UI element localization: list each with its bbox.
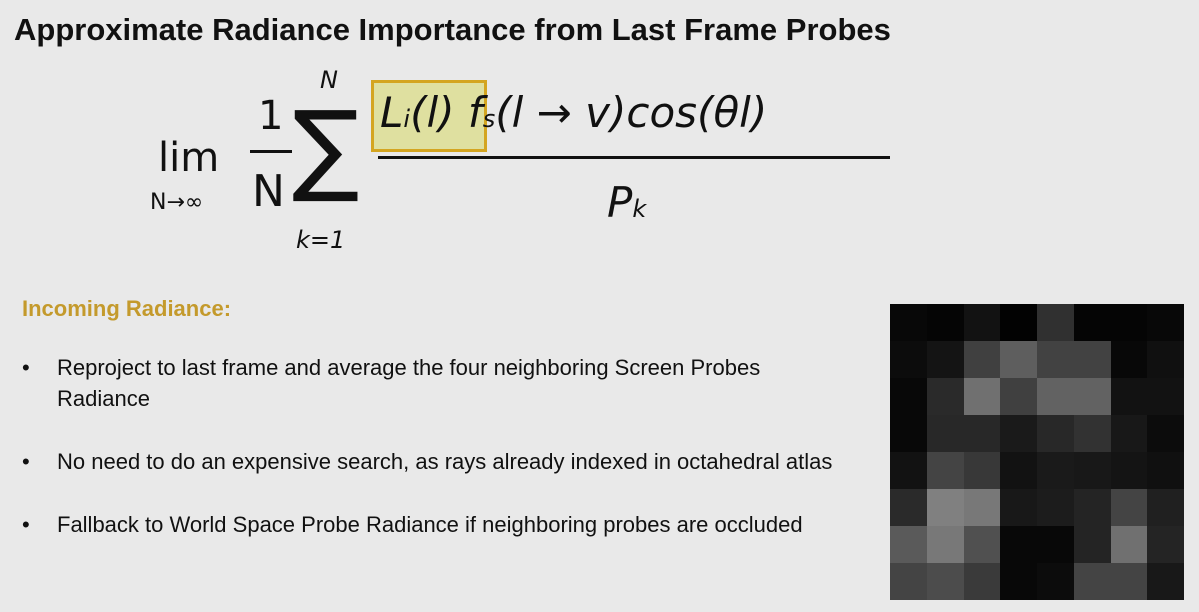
probe-pixel — [1147, 415, 1184, 452]
fs-symbol: f — [467, 88, 483, 137]
probe-pixel — [1037, 452, 1074, 489]
probe-pixel — [963, 378, 1001, 415]
probe-pixel — [963, 452, 1001, 489]
p-symbol: P — [607, 178, 633, 227]
probe-pixel — [1073, 415, 1111, 452]
probe-pixel — [1147, 452, 1184, 489]
probe-pixel — [963, 415, 1001, 452]
probe-pixel — [1073, 452, 1111, 489]
probe-pixel — [1147, 304, 1184, 341]
probe-pixel — [1110, 304, 1148, 341]
probe-pixel — [1000, 563, 1037, 600]
sum-upper: N — [320, 66, 338, 94]
probe-pixel — [926, 526, 964, 563]
probe-pixel — [1037, 341, 1074, 378]
probe-pixel — [1037, 304, 1074, 341]
probe-pixel — [1073, 526, 1111, 563]
fs-subscript: s — [482, 105, 496, 133]
li-argument: (l) — [410, 88, 455, 137]
li-symbol: L — [380, 88, 404, 137]
probe-pixel — [1147, 526, 1184, 563]
probe-pixel — [926, 341, 964, 378]
probe-pixel — [890, 341, 927, 378]
probe-pixel — [1000, 489, 1037, 526]
formula-sigma: ∑ — [292, 89, 360, 206]
probe-pixel — [1000, 341, 1037, 378]
bullet-item: No need to do an expensive search, as ra… — [22, 446, 842, 477]
probe-pixel — [1110, 452, 1148, 489]
probe-pixel — [1000, 452, 1037, 489]
probe-pixel — [1037, 489, 1074, 526]
probe-pixel — [1073, 563, 1111, 600]
probe-pixel — [963, 304, 1001, 341]
formula-one: 1 — [258, 93, 284, 139]
denominator: Pk — [607, 178, 646, 227]
bullet-item: Reproject to last frame and average the … — [22, 352, 842, 414]
probe-pixel — [890, 452, 927, 489]
formula-N: N — [252, 166, 285, 217]
probe-pixel — [890, 415, 927, 452]
probe-pixel — [926, 563, 964, 600]
probe-pixel — [1037, 563, 1074, 600]
formula-lim-sub: N→∞ — [150, 190, 204, 215]
sum-lower: k=1 — [296, 226, 346, 254]
probe-pixel — [1037, 415, 1074, 452]
probe-pixel — [1147, 489, 1184, 526]
probe-pixel — [926, 378, 964, 415]
probe-pixel — [1110, 526, 1148, 563]
probe-pixel — [963, 563, 1001, 600]
fs-argument: (l → v)cos(θl) — [495, 88, 768, 137]
probe-pixel — [963, 341, 1001, 378]
probe-pixel — [1073, 341, 1111, 378]
numerator: Li(l) fs(l → v)cos(θl) — [380, 88, 767, 137]
probe-pixel — [1000, 378, 1037, 415]
bullet-list: Reproject to last frame and average the … — [22, 352, 842, 572]
probe-pixel — [1110, 489, 1148, 526]
probe-pixel — [1110, 415, 1148, 452]
probe-radiance-image — [890, 304, 1184, 600]
probe-pixel — [890, 489, 927, 526]
probe-pixel — [890, 304, 927, 341]
probe-pixel — [890, 378, 927, 415]
probe-pixel — [926, 304, 964, 341]
probe-pixel — [890, 526, 927, 563]
probe-pixel — [1000, 526, 1037, 563]
probe-pixel — [1147, 341, 1184, 378]
probe-pixel — [890, 563, 927, 600]
probe-pixel — [1000, 415, 1037, 452]
probe-pixel — [963, 489, 1001, 526]
p-subscript: k — [632, 195, 647, 223]
probe-pixel — [926, 452, 964, 489]
probe-pixel — [1073, 378, 1111, 415]
probe-pixel — [926, 415, 964, 452]
probe-pixel — [1073, 304, 1111, 341]
section-heading: Incoming Radiance: — [22, 296, 232, 321]
formula-lim: lim — [158, 135, 220, 181]
bullet-item: Fallback to World Space Probe Radiance i… — [22, 509, 842, 540]
probe-pixel — [1037, 378, 1074, 415]
probe-pixel — [1110, 563, 1148, 600]
probe-pixel — [1110, 378, 1148, 415]
probe-pixel — [926, 489, 964, 526]
probe-pixel — [1037, 526, 1074, 563]
li-subscript: i — [403, 105, 411, 133]
fraction-bar-main — [378, 156, 890, 159]
probe-pixel — [1110, 341, 1148, 378]
probe-pixel — [1147, 378, 1184, 415]
slide-title: Approximate Radiance Importance from Las… — [14, 12, 891, 47]
probe-pixel — [1147, 563, 1184, 600]
highlight-box — [371, 80, 487, 152]
probe-pixel — [963, 526, 1001, 563]
probe-pixel — [1073, 489, 1111, 526]
fraction-bar — [250, 150, 292, 153]
probe-pixel — [1000, 304, 1037, 341]
